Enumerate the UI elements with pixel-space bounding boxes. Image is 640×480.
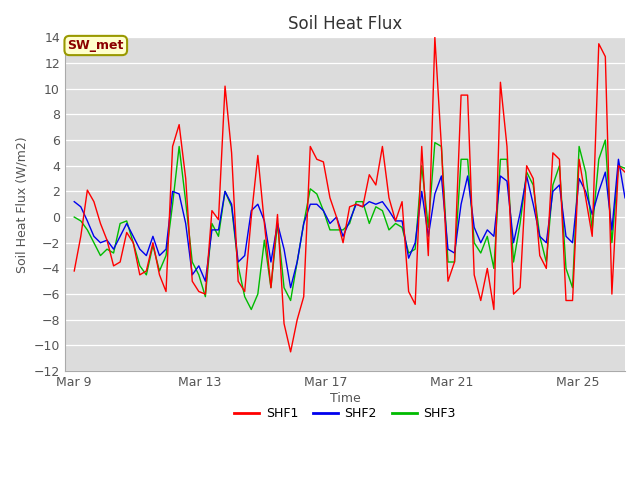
Title: Soil Heat Flux: Soil Heat Flux [288,15,402,33]
SHF1 [353,201,360,207]
SHF3 [353,199,360,204]
SHF2 [234,259,242,265]
Line: SHF1: SHF1 [74,37,625,352]
SHF3 [621,166,629,171]
Y-axis label: Soil Heat Flux (W/m2): Soil Heat Flux (W/m2) [15,136,28,273]
SHF2 [241,252,248,258]
SHF1 [162,288,170,294]
Line: SHF2: SHF2 [74,159,625,288]
SHF2 [260,218,268,224]
SHF2 [287,285,294,290]
SHF2 [621,195,629,201]
SHF3 [267,285,275,290]
Legend: SHF1, SHF2, SHF3: SHF1, SHF2, SHF3 [230,402,460,425]
SHF3 [162,252,170,258]
SHF3 [241,294,248,300]
SHF1 [287,349,294,355]
SHF2 [353,201,360,207]
SHF3 [234,263,242,269]
SHF2 [614,156,622,162]
SHF3 [602,137,609,143]
SHF1 [621,169,629,175]
SHF1 [602,54,609,60]
SHF1 [431,35,438,40]
X-axis label: Time: Time [330,392,360,405]
SHF2 [595,189,603,194]
SHF1 [234,278,242,284]
SHF3 [248,307,255,312]
SHF3 [595,156,603,162]
SHF2 [162,246,170,252]
SHF2 [70,199,78,204]
Text: SW_met: SW_met [68,39,124,52]
SHF3 [70,214,78,220]
Line: SHF3: SHF3 [74,140,625,310]
SHF1 [70,268,78,274]
SHF1 [241,288,248,294]
SHF1 [260,221,268,227]
